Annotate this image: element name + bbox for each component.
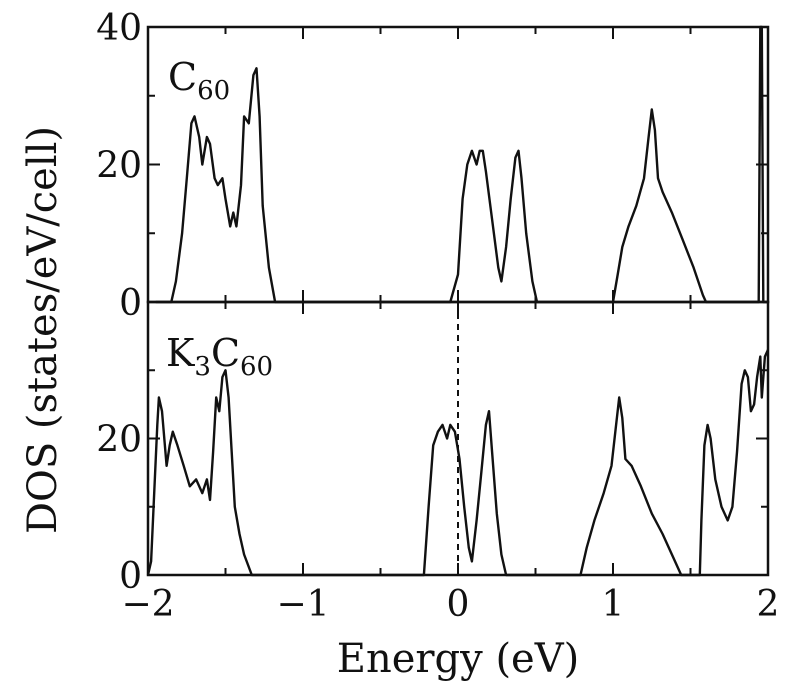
x-tick-label: 1 (602, 584, 625, 625)
x-tick-labels: −2 −1 0 1 2 (121, 584, 779, 625)
y-axis-label: DOS (states/eV/cell) (20, 126, 66, 534)
x-tick-label: 2 (757, 584, 780, 625)
panel-k3c60-label: K3C60 (166, 331, 273, 382)
panel-c60: 0 20 40 C60 (96, 8, 770, 324)
panel-k3c60-y-tick-labels: 0 20 (96, 420, 142, 598)
panel-k3c60-y-tick-label: 0 (119, 556, 142, 597)
panel-k3c60: 0 20 K3C60 (96, 300, 770, 598)
x-axis-label: Energy (eV) (337, 636, 579, 682)
panel-c60-dos-curve (155, 25, 768, 304)
x-tick-label: −1 (276, 584, 329, 625)
x-tick-label: 0 (447, 584, 470, 625)
panel-c60-y-tick-label: 0 (119, 283, 142, 324)
x-tick-label: −2 (121, 584, 174, 625)
panel-k3c60-dos-curve (146, 349, 770, 577)
panel-k3c60-y-tick-label: 20 (96, 420, 142, 461)
panel-c60-label: C60 (168, 55, 230, 106)
panel-c60-y-tick-labels: 0 20 40 (96, 8, 142, 324)
panel-c60-y-tick-label: 20 (96, 146, 142, 187)
panel-c60-y-tick-label: 40 (96, 8, 142, 49)
